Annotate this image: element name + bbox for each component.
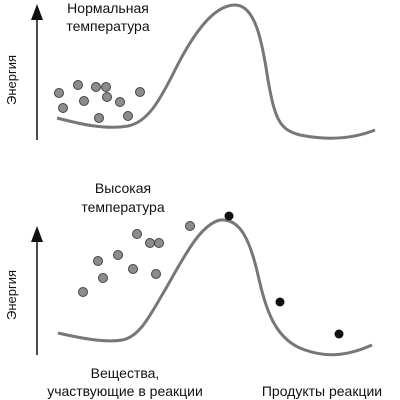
bottom-product-particles [224,211,344,339]
reactant-particle [58,103,68,113]
reactant-particle [123,111,133,121]
reactant-particle [113,250,123,260]
reactant-particle [91,82,101,92]
reactant-particle [102,92,112,102]
bottom-axis-arrow-icon [31,226,43,242]
top-axis-label: Энергия [4,55,19,105]
reactant-particle [115,97,125,107]
bottom-energy-curve [57,218,373,357]
reactant-particle [78,287,88,297]
top-reactant-particles [54,80,145,123]
reactant-particle [151,269,161,279]
products-caption: Продукты реакции [262,383,382,399]
product-particle [224,211,234,221]
reactant-particle [73,80,83,90]
product-particle [275,297,285,307]
reactant-particle [154,238,164,248]
reactant-particle [79,96,89,106]
top-title-line1: Нормальная [67,0,149,16]
reactant-particle [54,88,64,98]
bottom-axis-label: Энергия [4,270,19,320]
reactant-particle [135,87,145,97]
reactant-particle [132,229,142,239]
top-axis-arrow-icon [31,4,43,20]
bottom-title-line1: Высокая [95,180,151,196]
product-particle [334,329,344,339]
reactant-particle [93,256,103,266]
top-panel: Энергия Нормальная температура [4,0,376,140]
bottom-title-line2: температура [81,199,164,215]
top-energy-curve [56,3,376,140]
bottom-reactant-particles [78,221,195,297]
reactant-particle [94,113,104,123]
reactant-particle [98,273,108,283]
reactant-particle [185,221,195,231]
reactant-particle [101,82,111,92]
top-title-line2: температура [66,18,149,34]
bottom-panel: Энергия Высокая температура Вещества, уч… [4,180,382,399]
reactants-caption-line1: Вещества, [91,365,160,381]
reactant-particle [145,238,155,248]
reactant-particle [128,264,138,274]
reactants-caption-line2: участвующие в реакции [47,383,203,399]
